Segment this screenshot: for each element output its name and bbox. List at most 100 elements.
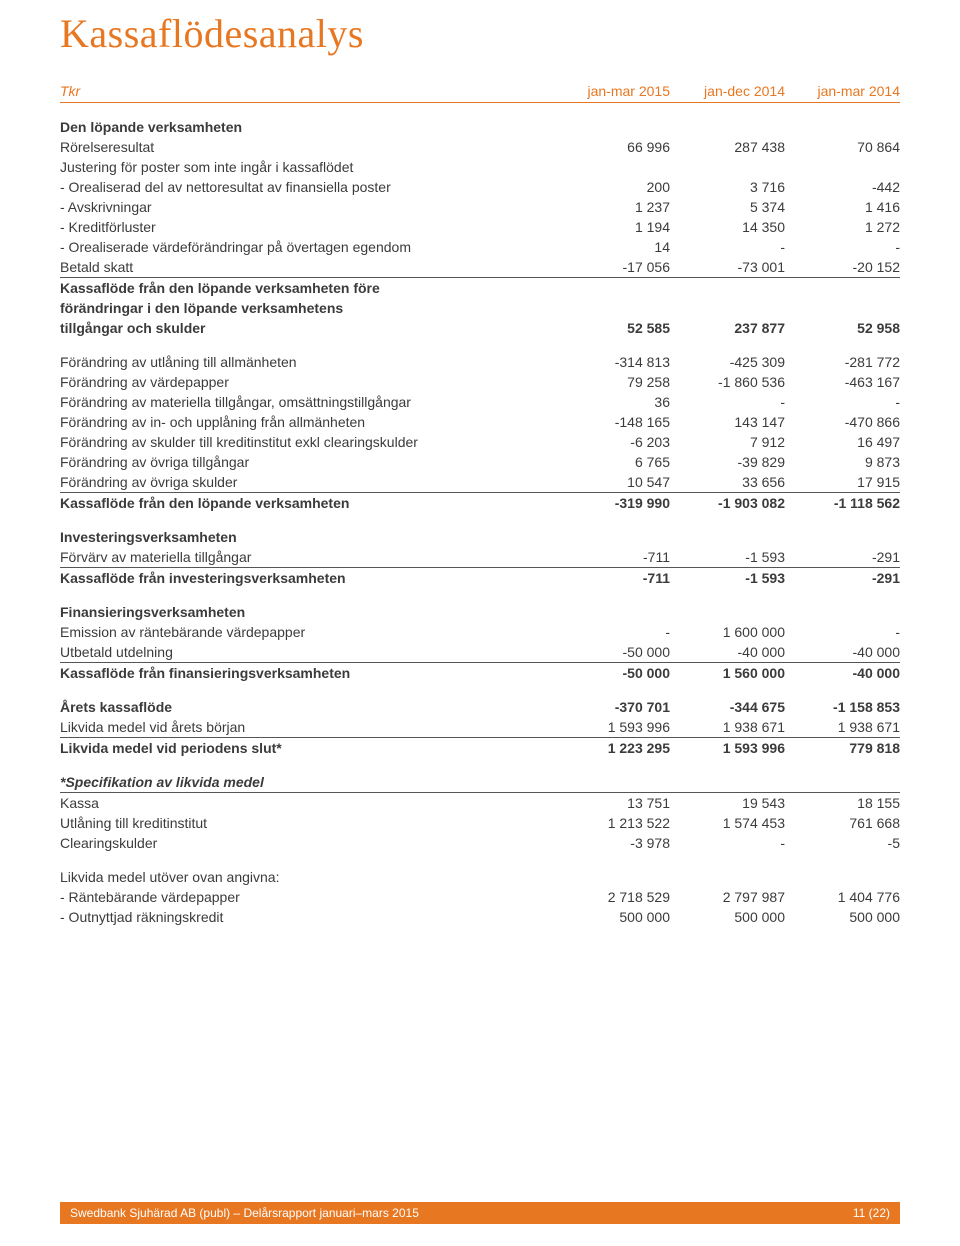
- row-value: 3 716: [670, 177, 785, 197]
- row-label: Likvida medel vid periodens slut*: [60, 738, 555, 759]
- row-value: 500 000: [785, 907, 900, 927]
- row-label: Kassa: [60, 793, 555, 814]
- row-label: - Kreditförluster: [60, 217, 555, 237]
- row-label: Likvida medel vid årets början: [60, 717, 555, 738]
- row-label: tillgångar och skulder: [60, 318, 555, 338]
- row-value: -148 165: [555, 412, 670, 432]
- row-value: 237 877: [670, 318, 785, 338]
- row-value: -50 000: [555, 642, 670, 663]
- row-label: Finansieringsverksamheten: [60, 588, 555, 622]
- row-value: -40 000: [670, 642, 785, 663]
- table-row: Förändring av materiella tillgångar, oms…: [60, 392, 900, 412]
- row-value: [670, 103, 785, 138]
- row-label: Årets kassaflöde: [60, 683, 555, 717]
- row-value: [785, 278, 900, 299]
- row-value: 500 000: [555, 907, 670, 927]
- row-label: - Orealiserade värdeförändringar på över…: [60, 237, 555, 257]
- row-value: [555, 157, 670, 177]
- row-value: 66 996: [555, 137, 670, 157]
- row-value: -: [555, 622, 670, 642]
- row-value: -: [670, 237, 785, 257]
- row-value: 1 194: [555, 217, 670, 237]
- table-row: Betald skatt-17 056-73 001-20 152: [60, 257, 900, 278]
- row-value: -: [670, 833, 785, 853]
- row-value: 1 237: [555, 197, 670, 217]
- row-label: Förändring av materiella tillgångar, oms…: [60, 392, 555, 412]
- table-row: Investeringsverksamheten: [60, 513, 900, 547]
- row-value: [670, 298, 785, 318]
- row-value: 1 213 522: [555, 813, 670, 833]
- row-label: Investeringsverksamheten: [60, 513, 555, 547]
- row-value: -425 309: [670, 338, 785, 372]
- row-value: -6 203: [555, 432, 670, 452]
- row-value: 779 818: [785, 738, 900, 759]
- row-value: [785, 298, 900, 318]
- row-value: -1 593: [670, 568, 785, 589]
- row-value: -50 000: [555, 663, 670, 684]
- row-value: [785, 853, 900, 887]
- footer-bar: Swedbank Sjuhärad AB (publ) – Delårsrapp…: [60, 1202, 900, 1224]
- row-value: -1 158 853: [785, 683, 900, 717]
- row-value: -17 056: [555, 257, 670, 278]
- table-row: - Avskrivningar1 2375 3741 416: [60, 197, 900, 217]
- row-value: -711: [555, 568, 670, 589]
- table-row: - Outnyttjad räkningskredit500 000500 00…: [60, 907, 900, 927]
- row-value: [555, 758, 670, 793]
- row-label: Förvärv av materiella tillgångar: [60, 547, 555, 568]
- table-row: Finansieringsverksamheten: [60, 588, 900, 622]
- column-header-2: jan-mar 2014: [785, 81, 900, 103]
- row-value: 36: [555, 392, 670, 412]
- table-row: förändringar i den löpande verksamhetens: [60, 298, 900, 318]
- row-value: -1 860 536: [670, 372, 785, 392]
- row-value: -5: [785, 833, 900, 853]
- table-row: Kassaflöde från den löpande verksamheten…: [60, 278, 900, 299]
- cashflow-table: Tkrjan-mar 2015jan-dec 2014jan-mar 2014D…: [60, 81, 900, 927]
- table-row: Förändring av in- och upplåning från all…: [60, 412, 900, 432]
- row-value: 5 374: [670, 197, 785, 217]
- row-value: [555, 513, 670, 547]
- table-row: Kassa13 75119 54318 155: [60, 793, 900, 814]
- row-value: -73 001: [670, 257, 785, 278]
- row-value: -3 978: [555, 833, 670, 853]
- table-row: Justering för poster som inte ingår i ka…: [60, 157, 900, 177]
- page-title: Kassaflödesanalys: [60, 10, 900, 57]
- table-row: - Orealiserad del av nettoresultat av fi…: [60, 177, 900, 197]
- table-header-row: Tkrjan-mar 2015jan-dec 2014jan-mar 2014: [60, 81, 900, 103]
- row-value: -: [670, 392, 785, 412]
- row-value: 14 350: [670, 217, 785, 237]
- row-value: -40 000: [785, 663, 900, 684]
- row-value: -291: [785, 568, 900, 589]
- row-label: Kassaflöde från investeringsverksamheten: [60, 568, 555, 589]
- table-row: Likvida medel utöver ovan angivna:: [60, 853, 900, 887]
- table-row: Utlåning till kreditinstitut1 213 5221 5…: [60, 813, 900, 833]
- row-value: -470 866: [785, 412, 900, 432]
- row-value: [555, 853, 670, 887]
- row-value: -40 000: [785, 642, 900, 663]
- table-row: - Kreditförluster1 19414 3501 272: [60, 217, 900, 237]
- row-value: 2 718 529: [555, 887, 670, 907]
- row-value: 1 272: [785, 217, 900, 237]
- table-row: Kassaflöde från den löpande verksamheten…: [60, 493, 900, 514]
- table-row: Utbetald utdelning-50 000-40 000-40 000: [60, 642, 900, 663]
- row-value: -1 593: [670, 547, 785, 568]
- row-value: 1 593 996: [555, 717, 670, 738]
- row-label: Kassaflöde från den löpande verksamheten…: [60, 278, 555, 299]
- row-value: -463 167: [785, 372, 900, 392]
- row-value: 2 797 987: [670, 887, 785, 907]
- row-value: -442: [785, 177, 900, 197]
- row-label: Likvida medel utöver ovan angivna:: [60, 853, 555, 887]
- row-value: 33 656: [670, 472, 785, 493]
- column-header-1: jan-dec 2014: [670, 81, 785, 103]
- row-value: [785, 513, 900, 547]
- table-row: Emission av räntebärande värdepapper-1 6…: [60, 622, 900, 642]
- table-row: Likvida medel vid periodens slut*1 223 2…: [60, 738, 900, 759]
- row-value: -20 152: [785, 257, 900, 278]
- column-header-0: jan-mar 2015: [555, 81, 670, 103]
- row-value: [785, 157, 900, 177]
- page-footer: Swedbank Sjuhärad AB (publ) – Delårsrapp…: [60, 1202, 900, 1224]
- table-row: - Räntebärande värdepapper2 718 5292 797…: [60, 887, 900, 907]
- table-row: Den löpande verksamheten: [60, 103, 900, 138]
- row-value: 10 547: [555, 472, 670, 493]
- row-label: Kassaflöde från den löpande verksamheten: [60, 493, 555, 514]
- table-row: Kassaflöde från investeringsverksamheten…: [60, 568, 900, 589]
